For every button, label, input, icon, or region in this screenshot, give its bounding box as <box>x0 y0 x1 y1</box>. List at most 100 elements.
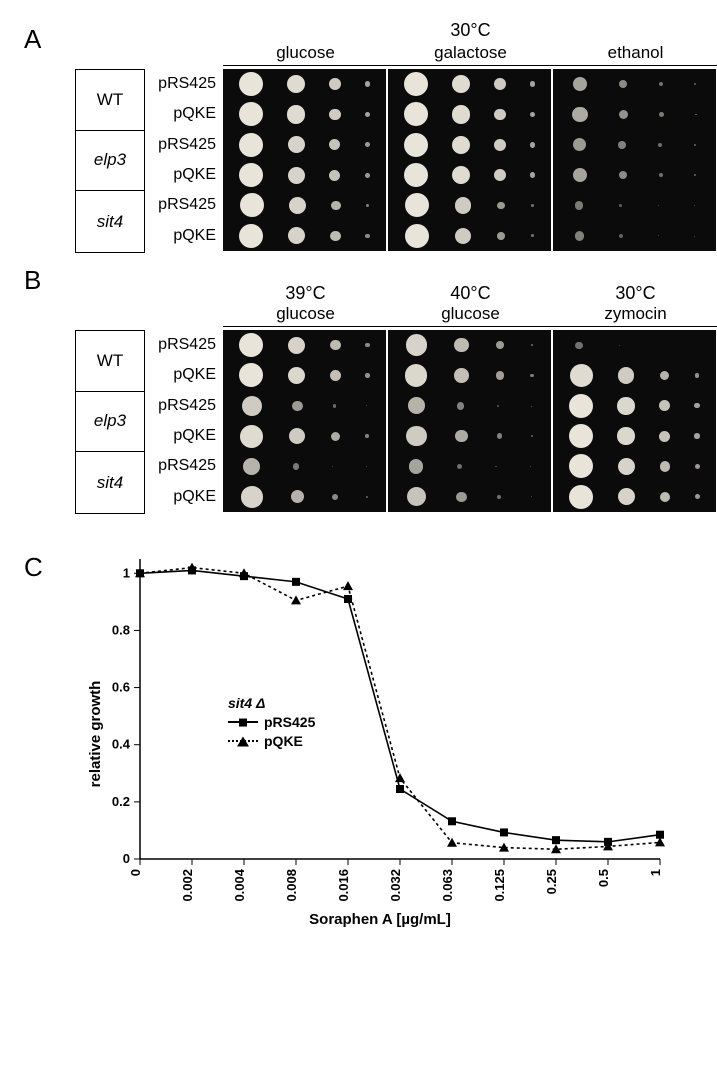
panel-label-a: A <box>24 24 41 55</box>
colony-spot <box>365 343 369 347</box>
colony-spot <box>365 373 370 378</box>
panel-a: 30°CglucosegalactoseethanolWTelp3sit4pRS… <box>75 20 697 253</box>
svg-text:0.25: 0.25 <box>544 869 559 894</box>
colony-spot <box>497 232 505 240</box>
colony-spot <box>695 494 700 499</box>
colony-spot <box>404 102 428 126</box>
colony-spot <box>695 114 697 116</box>
colony-spot <box>497 495 501 499</box>
square-marker-icon <box>238 714 248 733</box>
colony-spot <box>573 168 587 182</box>
svg-text:0.5: 0.5 <box>596 869 611 887</box>
colony-spot <box>495 466 496 467</box>
chart-legend: sit4 Δ pRS425 pQKE <box>228 694 315 751</box>
colony-spot <box>406 426 426 446</box>
colony-spot <box>530 81 535 86</box>
colony-spot <box>239 72 263 96</box>
colony-spot <box>405 224 429 248</box>
colony-spot <box>404 163 428 187</box>
colony-spot <box>331 201 341 211</box>
colony-spot <box>531 234 534 237</box>
colony-spot <box>239 163 263 187</box>
spot-row <box>388 330 551 360</box>
colony-spot <box>330 340 341 351</box>
legend-title: sit4 Δ <box>228 694 265 713</box>
svg-text:0.4: 0.4 <box>112 737 131 752</box>
colony-spot <box>569 424 593 448</box>
svg-text:0.063: 0.063 <box>440 869 455 902</box>
colony-spot <box>660 371 670 381</box>
strain-label: WT <box>76 331 144 392</box>
legend-item-1: pQKE <box>228 732 315 751</box>
colony-spot <box>575 201 583 209</box>
colony-spot <box>240 193 264 217</box>
colony-spot <box>366 405 367 406</box>
spot-row <box>553 421 716 451</box>
panel-label-b: B <box>24 265 41 296</box>
condition-header: galactose <box>388 43 553 65</box>
spot-row <box>553 221 716 251</box>
spot-row <box>553 482 716 512</box>
colony-spot <box>288 367 305 384</box>
colony-spot <box>617 427 634 444</box>
colony-spot <box>330 231 341 242</box>
spot-row <box>223 130 386 160</box>
colony-spot <box>497 202 505 210</box>
colony-spot <box>404 133 428 157</box>
chart-svg: 00.20.40.60.8100.0020.0040.0080.0160.032… <box>90 554 670 904</box>
colony-spot <box>404 72 428 96</box>
spot-row <box>388 482 551 512</box>
spot-row <box>388 190 551 220</box>
colony-spot <box>291 490 304 503</box>
colony-spot <box>330 370 341 381</box>
colony-spot <box>494 139 506 151</box>
colony-spot <box>494 169 506 181</box>
spot-row <box>223 69 386 99</box>
colony-spot <box>452 105 470 123</box>
colony-spot <box>455 228 471 244</box>
spot-row <box>223 99 386 129</box>
spot-row <box>553 99 716 129</box>
colony-spot <box>658 143 662 147</box>
spot-row <box>553 69 716 99</box>
spot-row <box>388 391 551 421</box>
colony-spot <box>452 75 470 93</box>
colony-spot <box>618 141 626 149</box>
colony-spot <box>457 464 462 469</box>
colony-spot <box>494 78 506 90</box>
colony-spot <box>619 345 620 346</box>
triangle-marker-icon <box>237 733 249 752</box>
colony-spot <box>694 174 696 176</box>
condition-header: ethanol <box>553 43 717 65</box>
svg-text:0.008: 0.008 <box>284 869 299 902</box>
spot-plate <box>388 69 551 251</box>
colony-spot <box>455 197 471 213</box>
colony-spot <box>288 136 305 153</box>
temperature-header: 30°C <box>223 20 717 41</box>
spot-row <box>553 190 716 220</box>
spot-plate <box>388 330 551 512</box>
colony-spot <box>573 77 587 91</box>
spot-row <box>553 160 716 190</box>
colony-spot <box>405 364 427 386</box>
condition-header: glucose <box>223 43 388 65</box>
condition-header: glucose <box>388 304 553 326</box>
spot-row <box>223 190 386 220</box>
svg-text:1: 1 <box>648 869 663 876</box>
colony-spot <box>287 75 305 93</box>
colony-spot <box>288 167 305 184</box>
colony-spot <box>694 433 699 438</box>
spot-plate <box>223 69 386 251</box>
spot-row <box>388 69 551 99</box>
colony-spot <box>496 371 504 379</box>
colony-spot <box>659 431 670 442</box>
colony-spot <box>239 133 263 157</box>
colony-spot <box>496 341 504 349</box>
colony-spot <box>572 107 588 123</box>
legend-item-0: pRS425 <box>228 713 315 732</box>
spot-row <box>388 160 551 190</box>
condition-header: zymocin <box>553 304 717 326</box>
spot-row <box>388 421 551 451</box>
colony-spot <box>695 373 700 378</box>
plasmid-label: pQKE <box>148 360 220 390</box>
